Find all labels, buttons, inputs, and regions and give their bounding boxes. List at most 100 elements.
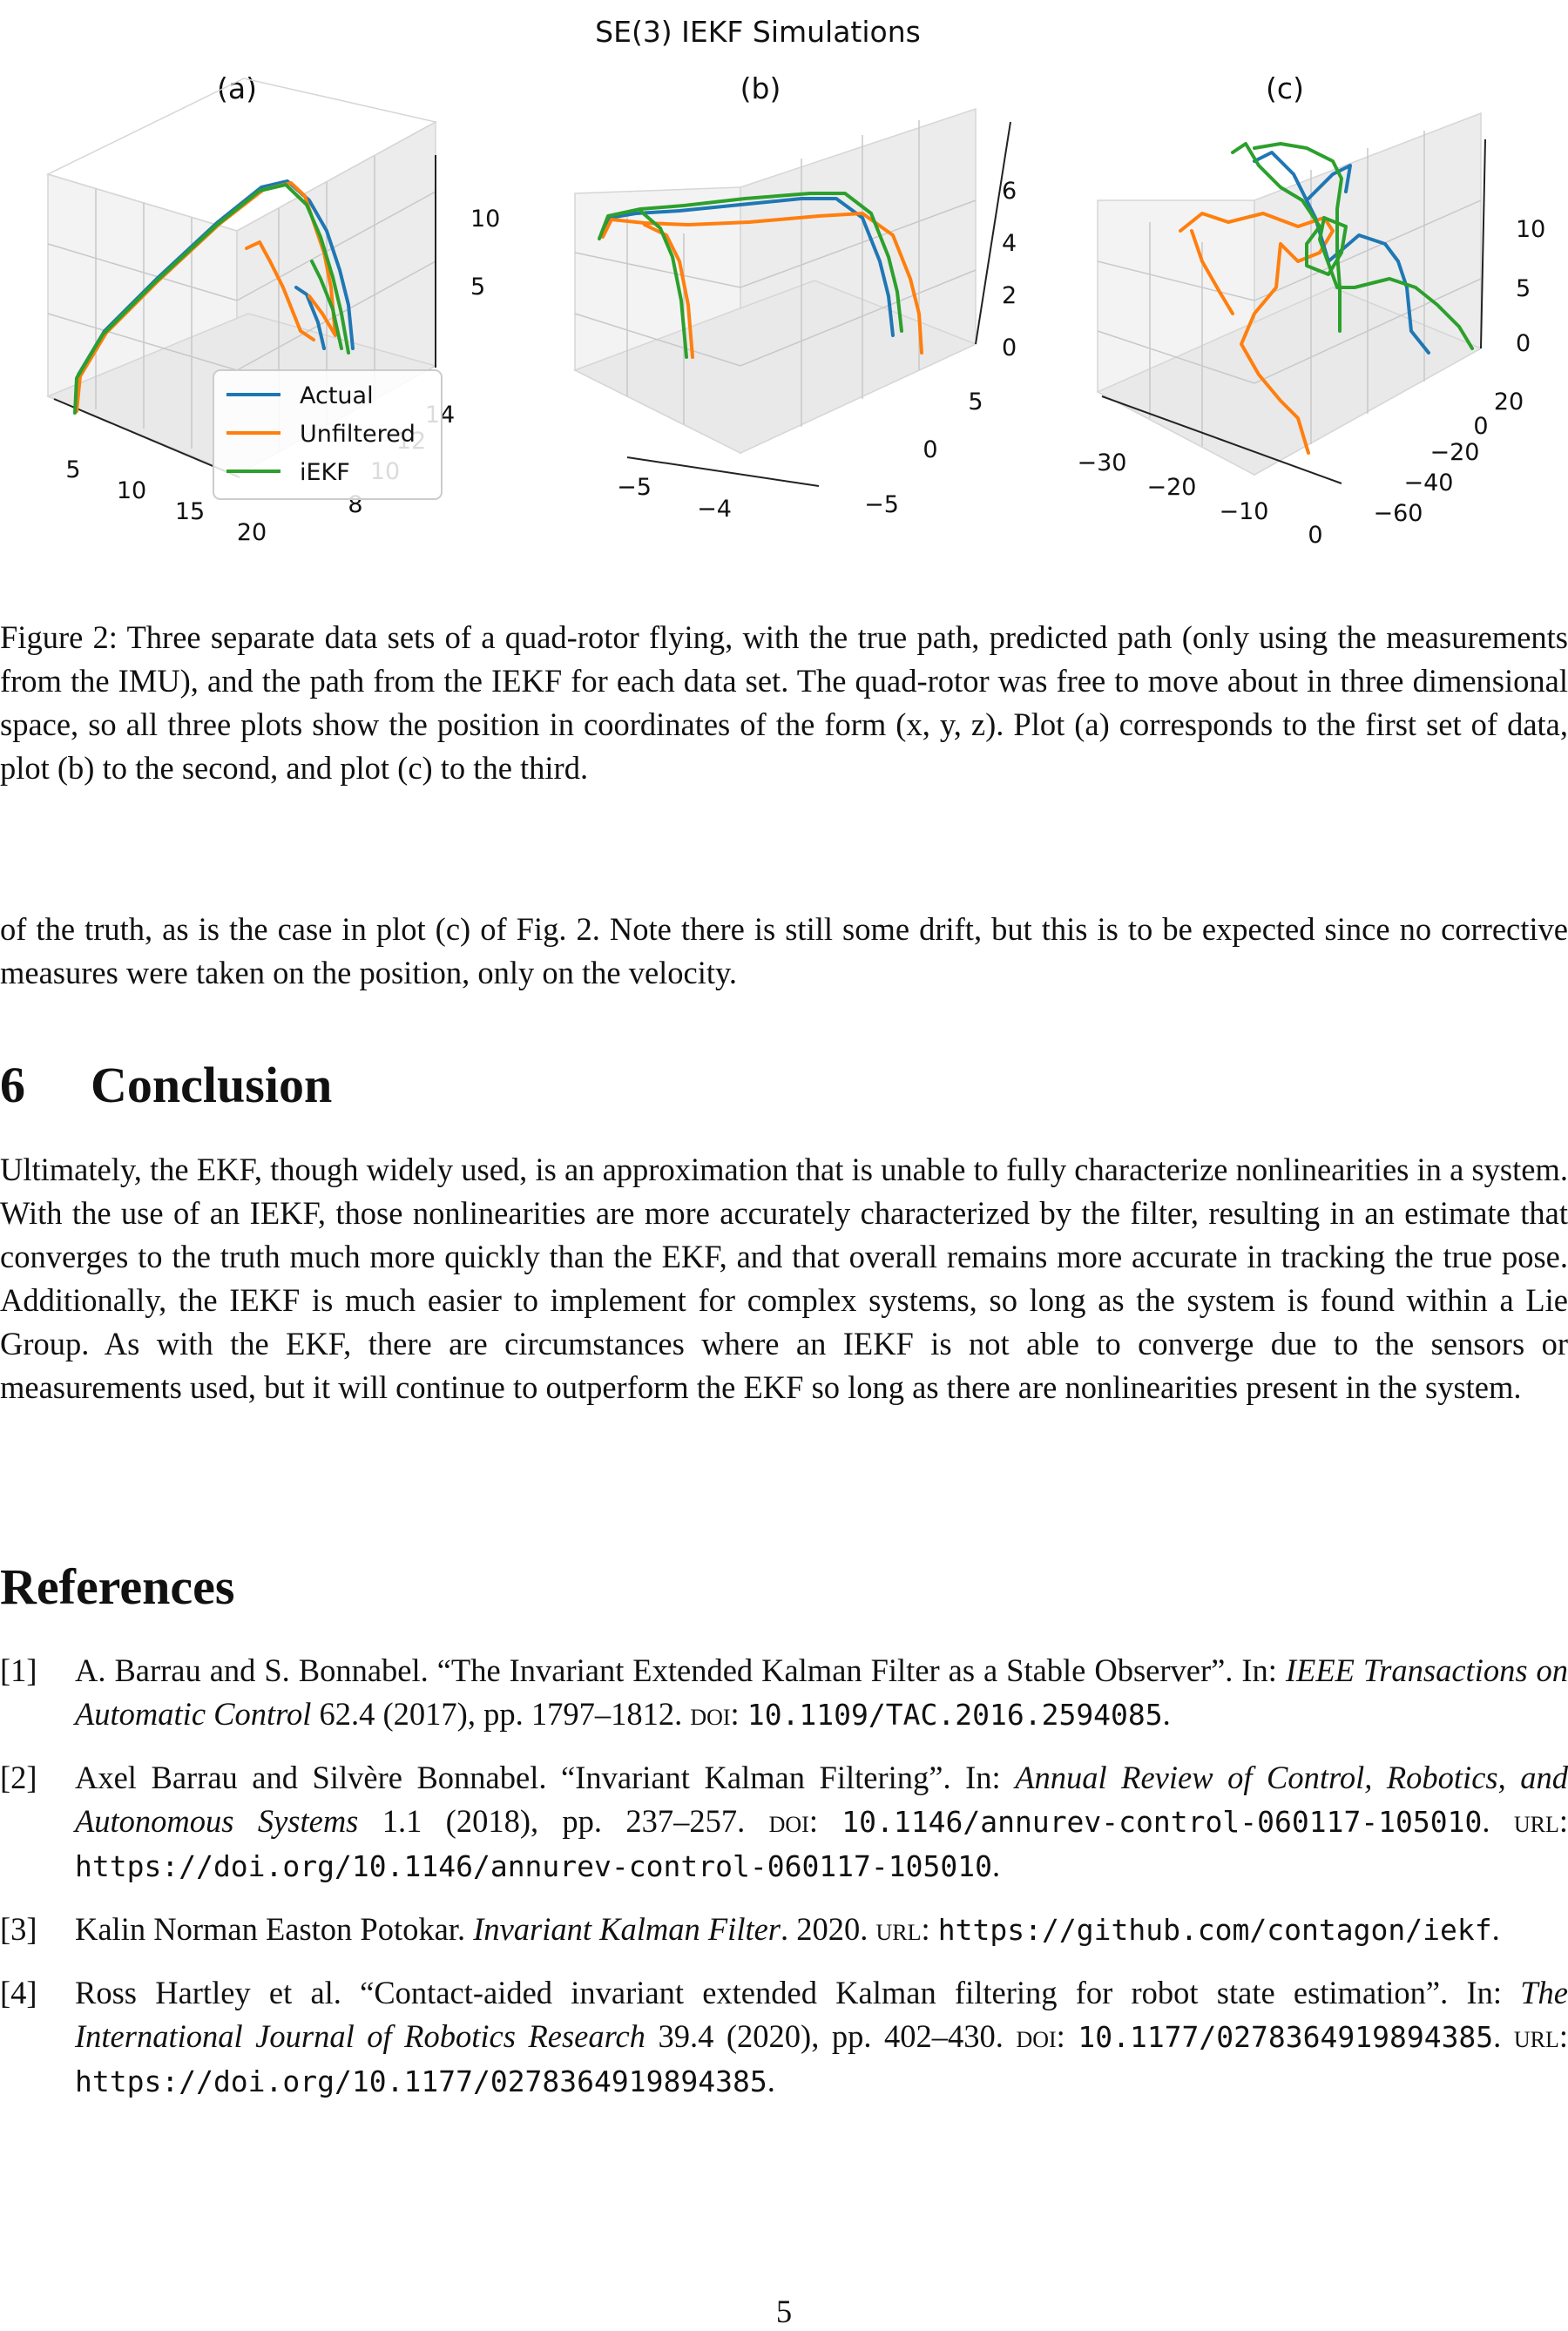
legend-box <box>213 369 443 500</box>
doi-label: doi <box>768 1803 809 1839</box>
panel-c-label: (c) <box>1266 71 1304 105</box>
reference-item: [1] A. Barrau and S. Bonnabel. “The Inva… <box>0 1649 1568 1737</box>
panel-a-x-tick: 20 <box>237 519 267 546</box>
panel-c-y-tick: 20 <box>1494 388 1524 416</box>
panel-c-y-tick: −60 <box>1374 500 1423 527</box>
figure-canvas: SE(3) IEKF Simulations (a) 5 10 15 20 14… <box>45 15 1546 549</box>
doi-link[interactable]: 10.1109/TAC.2016.2594085 <box>747 1698 1163 1732</box>
page-number: 5 <box>775 2294 793 2329</box>
panel-b-unfiltered-drop <box>643 223 694 359</box>
figure-caption: Figure 2: Three separate data sets of a … <box>0 619 1568 786</box>
legend-label: iEKF <box>300 459 350 486</box>
panel-c-z-ticks: 10 5 0 <box>1516 216 1545 357</box>
legend: Actual Unfiltered iEKF <box>213 369 443 500</box>
reference-authors: Axel Barrau and Silvère Bonnabel. “Invar… <box>75 1760 1016 1795</box>
reference-details: . 2020. <box>781 1911 876 1947</box>
doi-link[interactable]: 10.1146/annurev-control-060117-105010 <box>841 1805 1483 1839</box>
figure-2: SE(3) IEKF Simulations (a) 5 10 15 20 14… <box>0 0 1568 575</box>
reference-authors: Ross Hartley et al. “Contact-aided invar… <box>75 1975 1521 2010</box>
panel-c-unfiltered-path <box>1179 212 1335 455</box>
reference-item: [2] Axel Barrau and Silvère Bonnabel. “I… <box>0 1756 1568 1888</box>
legend-label: Unfiltered <box>300 421 416 448</box>
panel-c-x-tick: 0 <box>1308 522 1322 549</box>
reference-venue: Annual Review of Control, Robotics, and … <box>75 1760 1568 1839</box>
doi-label: doi <box>690 1696 731 1732</box>
panel-b-z-tick: 4 <box>1002 230 1017 257</box>
legend-label: Actual <box>300 382 374 409</box>
panel-c-z-tick: 10 <box>1516 216 1545 243</box>
panel-b: (b) −5 −4 5 0 −5 6 4 2 0 <box>573 71 1017 523</box>
reference-details: 39.4 (2020), pp. 402–430. <box>645 2018 1017 2054</box>
url-label: url <box>1513 2018 1559 2054</box>
panel-b-y-tick: 0 <box>923 436 937 463</box>
references-heading: References <box>0 1558 235 1615</box>
panel-c-axes <box>1101 139 1486 484</box>
reference-details: 62.4 (2017), pp. 1797–1812. <box>311 1696 691 1732</box>
reference-venue: The International Journal of Robotics Re… <box>75 1975 1568 2054</box>
panel-a-iekf-path <box>73 183 350 415</box>
panel-c-grid <box>1097 131 1482 446</box>
reference-number: [1] <box>0 1652 37 1688</box>
panel-c-iekf-path <box>1231 142 1474 350</box>
panel-c-y-tick: −20 <box>1430 439 1480 466</box>
reference-authors: A. Barrau and S. Bonnabel. “The Invarian… <box>75 1652 1286 1688</box>
conclusion-paragraph: Ultimately, the EKF, though widely used,… <box>0 1152 1568 1405</box>
doi-link[interactable]: 10.1177/0278364919894385 <box>1078 2020 1494 2054</box>
panel-c-x-tick: −10 <box>1220 498 1269 525</box>
panel-b-y-tick: 5 <box>968 388 983 416</box>
panel-b-x-ticks: −5 −4 <box>617 474 732 523</box>
panel-b-x-tick: −4 <box>697 496 732 523</box>
figure-title: SE(3) IEKF Simulations <box>595 15 921 49</box>
url-link[interactable]: https://doi.org/10.1177/0278364919894385 <box>75 2064 767 2098</box>
panel-c-y-ticks: 20 0 −20 −40 −60 <box>1374 388 1524 527</box>
reference-number: [2] <box>0 1760 37 1795</box>
panel-a-axes <box>53 155 436 478</box>
panel-b-z-tick: 6 <box>1002 178 1017 205</box>
panel-a-z-tick: 10 <box>470 206 500 233</box>
panel-c-x-tick: −30 <box>1078 449 1127 476</box>
panel-a-grid <box>47 156 436 453</box>
panel-c-z-tick: 5 <box>1516 275 1531 302</box>
panel-b-iekf-drop <box>639 209 688 359</box>
panel-a-z-ticks: 10 5 <box>470 206 500 301</box>
panel-b-z-tick: 0 <box>1002 334 1017 361</box>
reference-item: [4] Ross Hartley et al. “Contact-aided i… <box>0 1971 1568 2104</box>
reference-number: [4] <box>0 1975 37 2010</box>
panel-a-actual-branch <box>294 286 326 350</box>
panel-c-x-ticks: −30 −20 −10 0 <box>1078 449 1323 549</box>
body-paragraph: of the truth, as is the case in plot (c)… <box>0 911 1568 990</box>
panel-b-z-tick: 2 <box>1002 282 1017 309</box>
reference-authors: Kalin Norman Easton Potokar. <box>75 1911 474 1947</box>
reference-item: [3] Kalin Norman Easton Potokar. Invaria… <box>0 1908 1568 1952</box>
reference-venue: IEEE Transactions on Automatic Control <box>75 1652 1568 1732</box>
url-label: url <box>875 1911 922 1947</box>
section-heading: 6 Conclusion <box>0 1056 332 1114</box>
reference-number: [3] <box>0 1911 37 1947</box>
url-link[interactable]: https://github.com/contagon/iekf <box>937 1913 1492 1947</box>
panel-a-iekf-branch <box>310 260 343 350</box>
reference-details: 1.1 (2018), pp. 237–257. <box>358 1803 769 1839</box>
panel-a: (a) 5 10 15 20 14 12 10 8 10 5 <box>45 71 500 546</box>
panel-a-top-edge <box>45 78 438 232</box>
panel-c: (c) −30 −20 −10 0 20 0 −20 −40 −60 10 5 … <box>1078 71 1546 549</box>
panel-b-z-ticks: 6 4 2 0 <box>1002 178 1017 361</box>
panel-a-unfiltered-branch <box>245 240 315 341</box>
url-label: url <box>1513 1803 1559 1839</box>
panel-b-x-tick: −5 <box>617 474 652 501</box>
panel-c-actual-loop <box>1305 164 1352 202</box>
panel-c-x-tick: −20 <box>1147 474 1197 501</box>
panel-b-unfiltered-path <box>601 212 923 355</box>
url-link[interactable]: https://doi.org/10.1146/annurev-control-… <box>75 1849 992 1883</box>
panel-a-x-tick: 15 <box>175 498 205 525</box>
panel-b-axes <box>626 121 1011 487</box>
panel-c-z-tick: 0 <box>1516 330 1531 357</box>
panel-c-iekf-loop <box>1253 142 1343 333</box>
panel-b-y-tick: −5 <box>864 491 899 518</box>
panel-b-label: (b) <box>740 71 781 105</box>
panel-c-y-tick: 0 <box>1473 413 1488 440</box>
panel-a-x-tick: 5 <box>65 456 80 483</box>
panel-b-y-ticks: 5 0 −5 <box>864 388 983 518</box>
section-title: Conclusion <box>91 1057 333 1113</box>
panel-b-iekf-path <box>598 192 903 333</box>
panel-c-unfiltered-branch <box>1190 229 1234 315</box>
